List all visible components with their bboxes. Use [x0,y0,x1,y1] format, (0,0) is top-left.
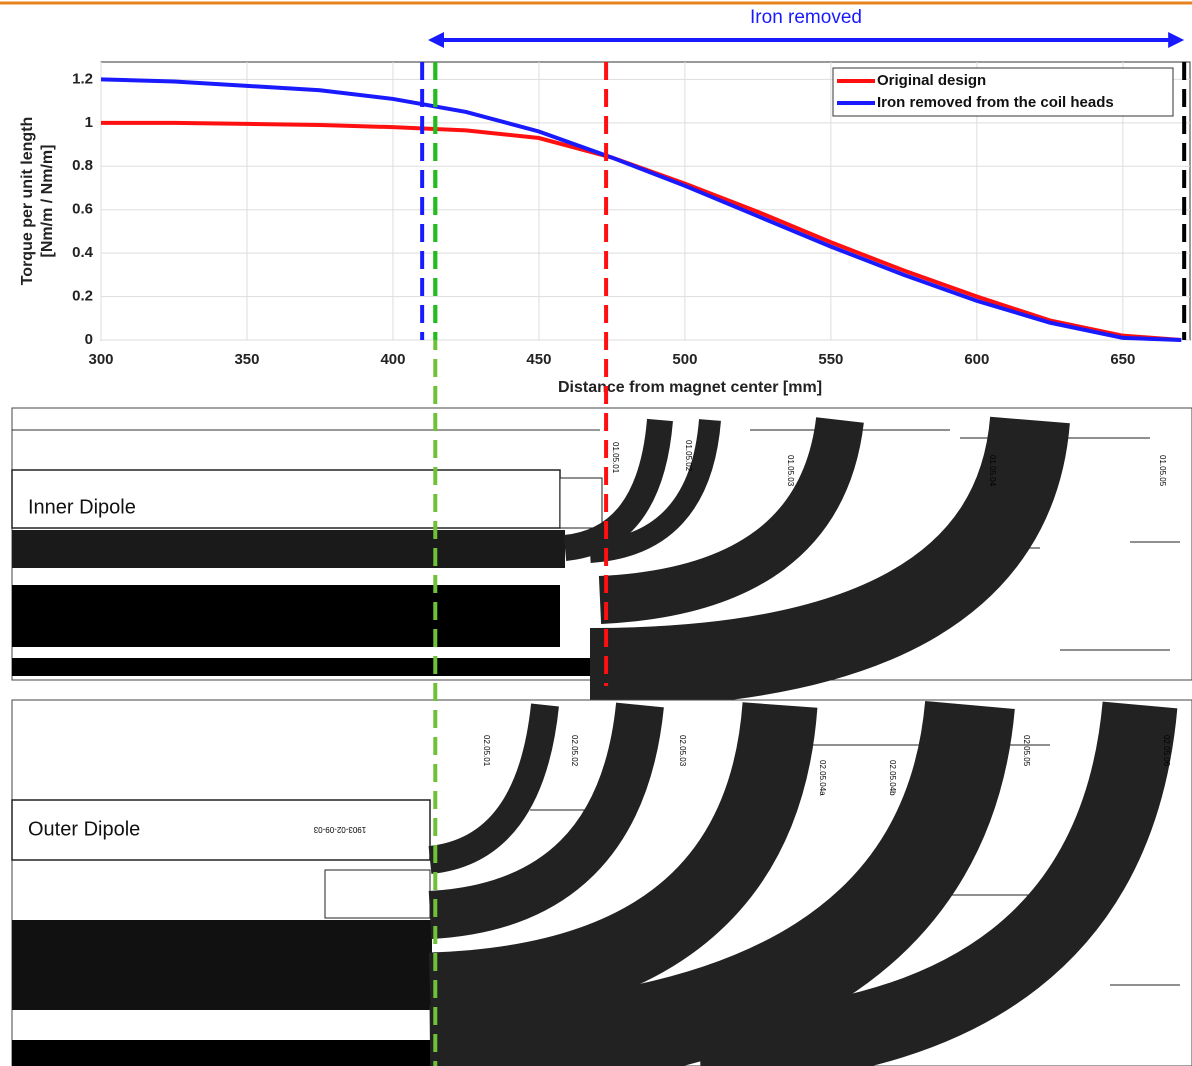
inner-label: Inner Dipole [28,496,136,518]
x-tick-label: 300 [88,351,113,368]
y-axis-label: Torque per unit length [19,117,36,286]
part-label: 1903-02-09-03 [313,825,366,834]
block-label: 02.05.04a [818,760,827,796]
block-label: 02.05.06 [1162,735,1171,767]
outer-dipole-drawing: Outer Dipole 1903-02-09-03 02.05.01 02.0… [11,699,1192,1066]
block-label: 01.05.01 [611,442,620,474]
inner-dipole-drawing: Inner Dipole 01.05.01 01.05.02 01.05.03 … [11,407,1192,708]
x-tick-label: 350 [234,351,259,368]
x-tick-label: 600 [964,351,989,368]
outer-label: Outer Dipole [28,818,140,840]
y-tick-label: 1 [85,114,93,131]
y-tick-label: 0.6 [72,201,93,218]
block-label: 02.05.02 [570,735,579,767]
x-tick-label: 500 [672,351,697,368]
block-label: 01.05.02 [684,440,693,472]
block-label: 02.05.04b [888,760,897,796]
x-tick-label: 450 [526,351,551,368]
y-tick-label: 1.2 [72,70,93,87]
y-tick-label: 0 [85,331,93,348]
block-label: 02.05.01 [482,735,491,767]
legend-label: Iron removed from the coil heads [877,94,1114,111]
block-label: 01.05.04 [988,455,997,487]
legend-box [832,67,1174,117]
x-tick-label: 550 [818,351,843,368]
x-tick-label: 650 [1110,351,1135,368]
y-axis-label: [Nm/m / Nm/m] [39,145,56,258]
block-label: 01.05.05 [1158,455,1167,487]
annotation-text: Iron removed [750,7,862,28]
y-tick-label: 0.8 [72,157,93,174]
x-tick-label: 400 [380,351,405,368]
x-axis-label: Distance from magnet center [mm] [558,379,822,396]
block-label: 01.05.03 [786,455,795,487]
y-tick-label: 0.2 [72,288,93,305]
block-label: 02.05.05 [1022,735,1031,767]
arrow-head [427,32,444,48]
arrow-head [1168,32,1185,48]
legend-label: Original design [877,72,986,89]
y-tick-label: 0.4 [72,244,94,261]
block-label: 02.05.03 [678,735,687,767]
series-line [100,77,1182,342]
